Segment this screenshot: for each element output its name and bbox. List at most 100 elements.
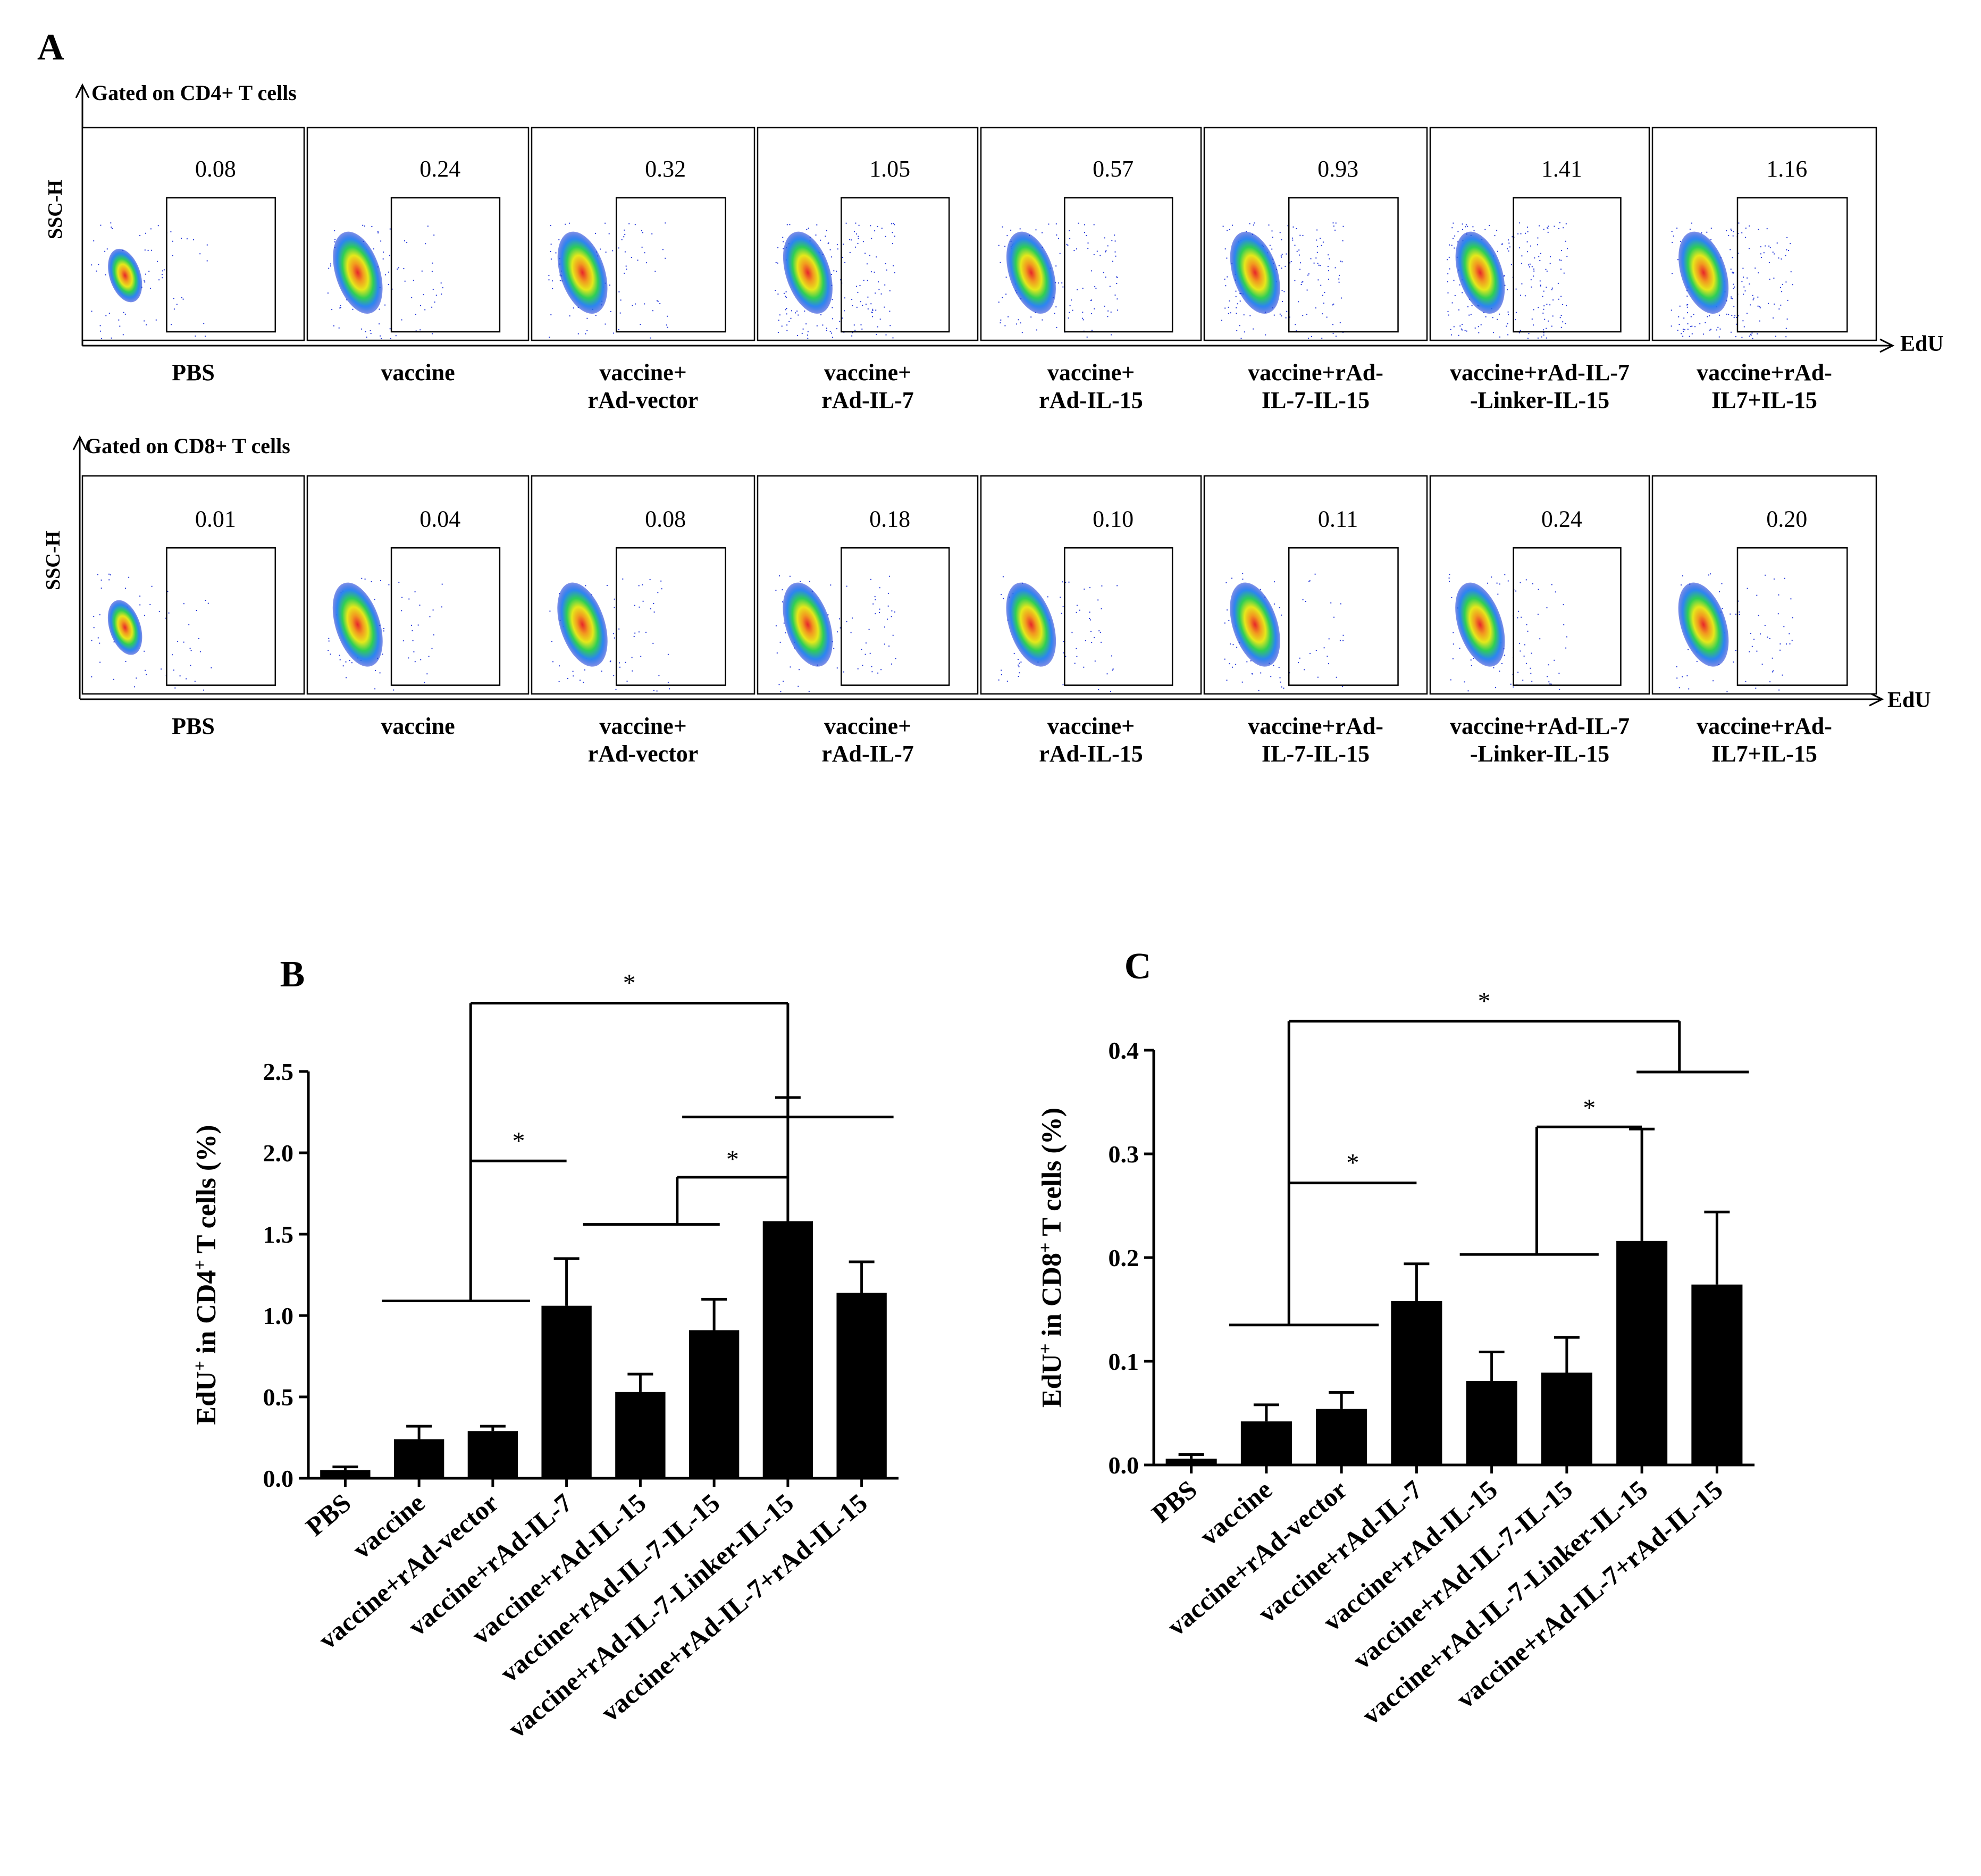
group-label-line2: rAd-IL-15 [1039, 741, 1143, 767]
density-cloud [1230, 582, 1280, 667]
density-cloud [332, 582, 383, 667]
group-label-line1: vaccine+ [824, 359, 911, 386]
plot-frame [757, 475, 979, 695]
cd8-plot-2: 0.04 vaccine [306, 475, 530, 739]
y-tick-label: 0.1 [1109, 1348, 1139, 1375]
gate-percent: 0.57 [1093, 156, 1134, 182]
significance-star: * [623, 969, 636, 997]
group-label-line1: vaccine+rAd- [1248, 359, 1383, 386]
bar-4 [1391, 1301, 1442, 1465]
gate-percent: 1.05 [869, 156, 910, 182]
plot-frame [306, 127, 530, 341]
group-label-line1: vaccine+rAd-IL-7 [1450, 713, 1630, 739]
gate-percent: 0.08 [645, 506, 686, 532]
cd8-x-arrow [1869, 692, 1884, 707]
bar-8 [836, 1293, 887, 1478]
bar-3 [1316, 1409, 1367, 1465]
significance-star: * [1478, 987, 1491, 1015]
gate-percent: 0.08 [195, 156, 236, 182]
edu-gate [841, 197, 950, 333]
event-dots [549, 578, 670, 692]
group-label-line2: rAd-IL-15 [1039, 387, 1143, 413]
plot-frame [306, 475, 530, 695]
bar-1 [1165, 1459, 1217, 1465]
group-label-line1: vaccine [381, 713, 455, 739]
y-tick-label: 2.5 [263, 1058, 294, 1085]
group-label-line1: vaccine+rAd-IL-7 [1450, 359, 1630, 386]
group-label-line1: vaccine+rAd- [1697, 359, 1832, 386]
plot-frame [1429, 475, 1650, 695]
cd8-plot-6: 0.11 vaccine+rAd-IL-7-IL-15 [1203, 475, 1428, 767]
group-label-line1: vaccine+ [1047, 359, 1135, 386]
significance-star: * [1583, 1094, 1596, 1122]
bar-7 [1616, 1241, 1668, 1465]
density-cloud [1455, 231, 1505, 314]
density-cloud [1455, 582, 1505, 667]
plot-frame [1429, 127, 1650, 341]
density-cloud [783, 231, 833, 314]
density-cloud [1678, 231, 1729, 314]
plot-frame [1203, 475, 1428, 695]
cd4-plot-3: 0.32 vaccine+rAd-vector [531, 127, 756, 413]
event-dots [327, 224, 443, 339]
group-label-line1: PBS [172, 713, 215, 739]
cd8-plot-4: 0.18 vaccine+rAd-IL-7 [757, 475, 979, 767]
panel-b-bar-chart: B 0.0 0.5 1.0 1.5 2.0 2.5 EdU+ in CD4+ T cells … [190, 954, 899, 1744]
gate-percent: 1.16 [1766, 156, 1807, 182]
bar-8 [1691, 1284, 1743, 1465]
gate-percent: 0.11 [1318, 506, 1358, 532]
edu-gate [1736, 547, 1848, 686]
edu-gate [390, 547, 501, 686]
gate-percent: 1.41 [1541, 156, 1582, 182]
group-label-line1: vaccine+ [824, 713, 911, 739]
bar-5 [615, 1392, 666, 1478]
panel-letter: C [1124, 946, 1152, 987]
y-axis-label: EdU+ in CD4+ T cells (%) [190, 1125, 222, 1425]
cd4-plot-4: 1.05 vaccine+rAd-IL-7 [757, 127, 979, 413]
cd8-plot-5: 0.10 vaccine+rAd-IL-15 [980, 475, 1202, 767]
gate-percent: 0.32 [645, 156, 686, 182]
category-label: PBS [1146, 1475, 1202, 1529]
cd8-y-axis-label: SSC-H [42, 531, 64, 590]
panel-a-flow-plots: 0.08 PBS 0.24 vaccine 0.32vaccine+rAd-vector… [72, 83, 1895, 767]
gate-percent: 0.04 [419, 506, 460, 532]
y-axis-label: EdU+ in CD8+ T cells (%) [1036, 1108, 1068, 1408]
bar-4 [541, 1305, 592, 1478]
density-cloud [557, 231, 608, 314]
cd4-x-axis-label: EdU [1900, 332, 1944, 356]
cd4-plot-6: 0.93 vaccine+rAd-IL-7-IL-15 [1203, 127, 1428, 413]
group-label-line1: vaccine+rAd- [1697, 713, 1832, 739]
significance-star: * [1346, 1149, 1359, 1177]
bar-5 [1466, 1381, 1517, 1465]
group-label-line2: rAd-IL-7 [821, 741, 914, 767]
y-tick-label: 0.5 [263, 1384, 294, 1411]
cd8-plot-7: 0.24 vaccine+rAd-IL-7-Linker-IL-15 [1429, 475, 1650, 767]
bar-1 [320, 1470, 371, 1478]
group-label-line1: PBS [172, 359, 215, 386]
group-label-line1: vaccine [381, 359, 455, 386]
edu-gate [166, 547, 276, 686]
density-cloud [1006, 582, 1056, 667]
gate-percent: 0.93 [1317, 156, 1358, 182]
edu-gate [1064, 547, 1173, 686]
cd4-plot-7: 1.41 vaccine+rAd-IL-7-Linker-IL-15 [1429, 127, 1650, 413]
gate-percent: 0.24 [419, 156, 460, 182]
density-cloud [1006, 231, 1056, 314]
density-cloud [108, 248, 142, 303]
cd4-y-arrow [75, 83, 90, 98]
significance-star: * [512, 1127, 525, 1155]
cd8-axes [72, 435, 1884, 707]
plot-frame [81, 475, 305, 695]
category-label: PBS [300, 1488, 356, 1542]
edu-gate [1288, 197, 1399, 333]
cd4-plot-8: 1.16 vaccine+rAd-IL7+IL-15 [1651, 127, 1877, 413]
plot-frame [980, 475, 1202, 695]
plot-frame [1651, 127, 1877, 341]
significance-star: * [726, 1145, 739, 1174]
plot-frame [81, 127, 305, 341]
density-cloud [783, 582, 833, 667]
y-tick-label: 2.0 [263, 1140, 294, 1167]
edu-gate [1513, 547, 1622, 686]
cd8-plot-3: 0.08 vaccine+rAd-vector [531, 475, 756, 767]
